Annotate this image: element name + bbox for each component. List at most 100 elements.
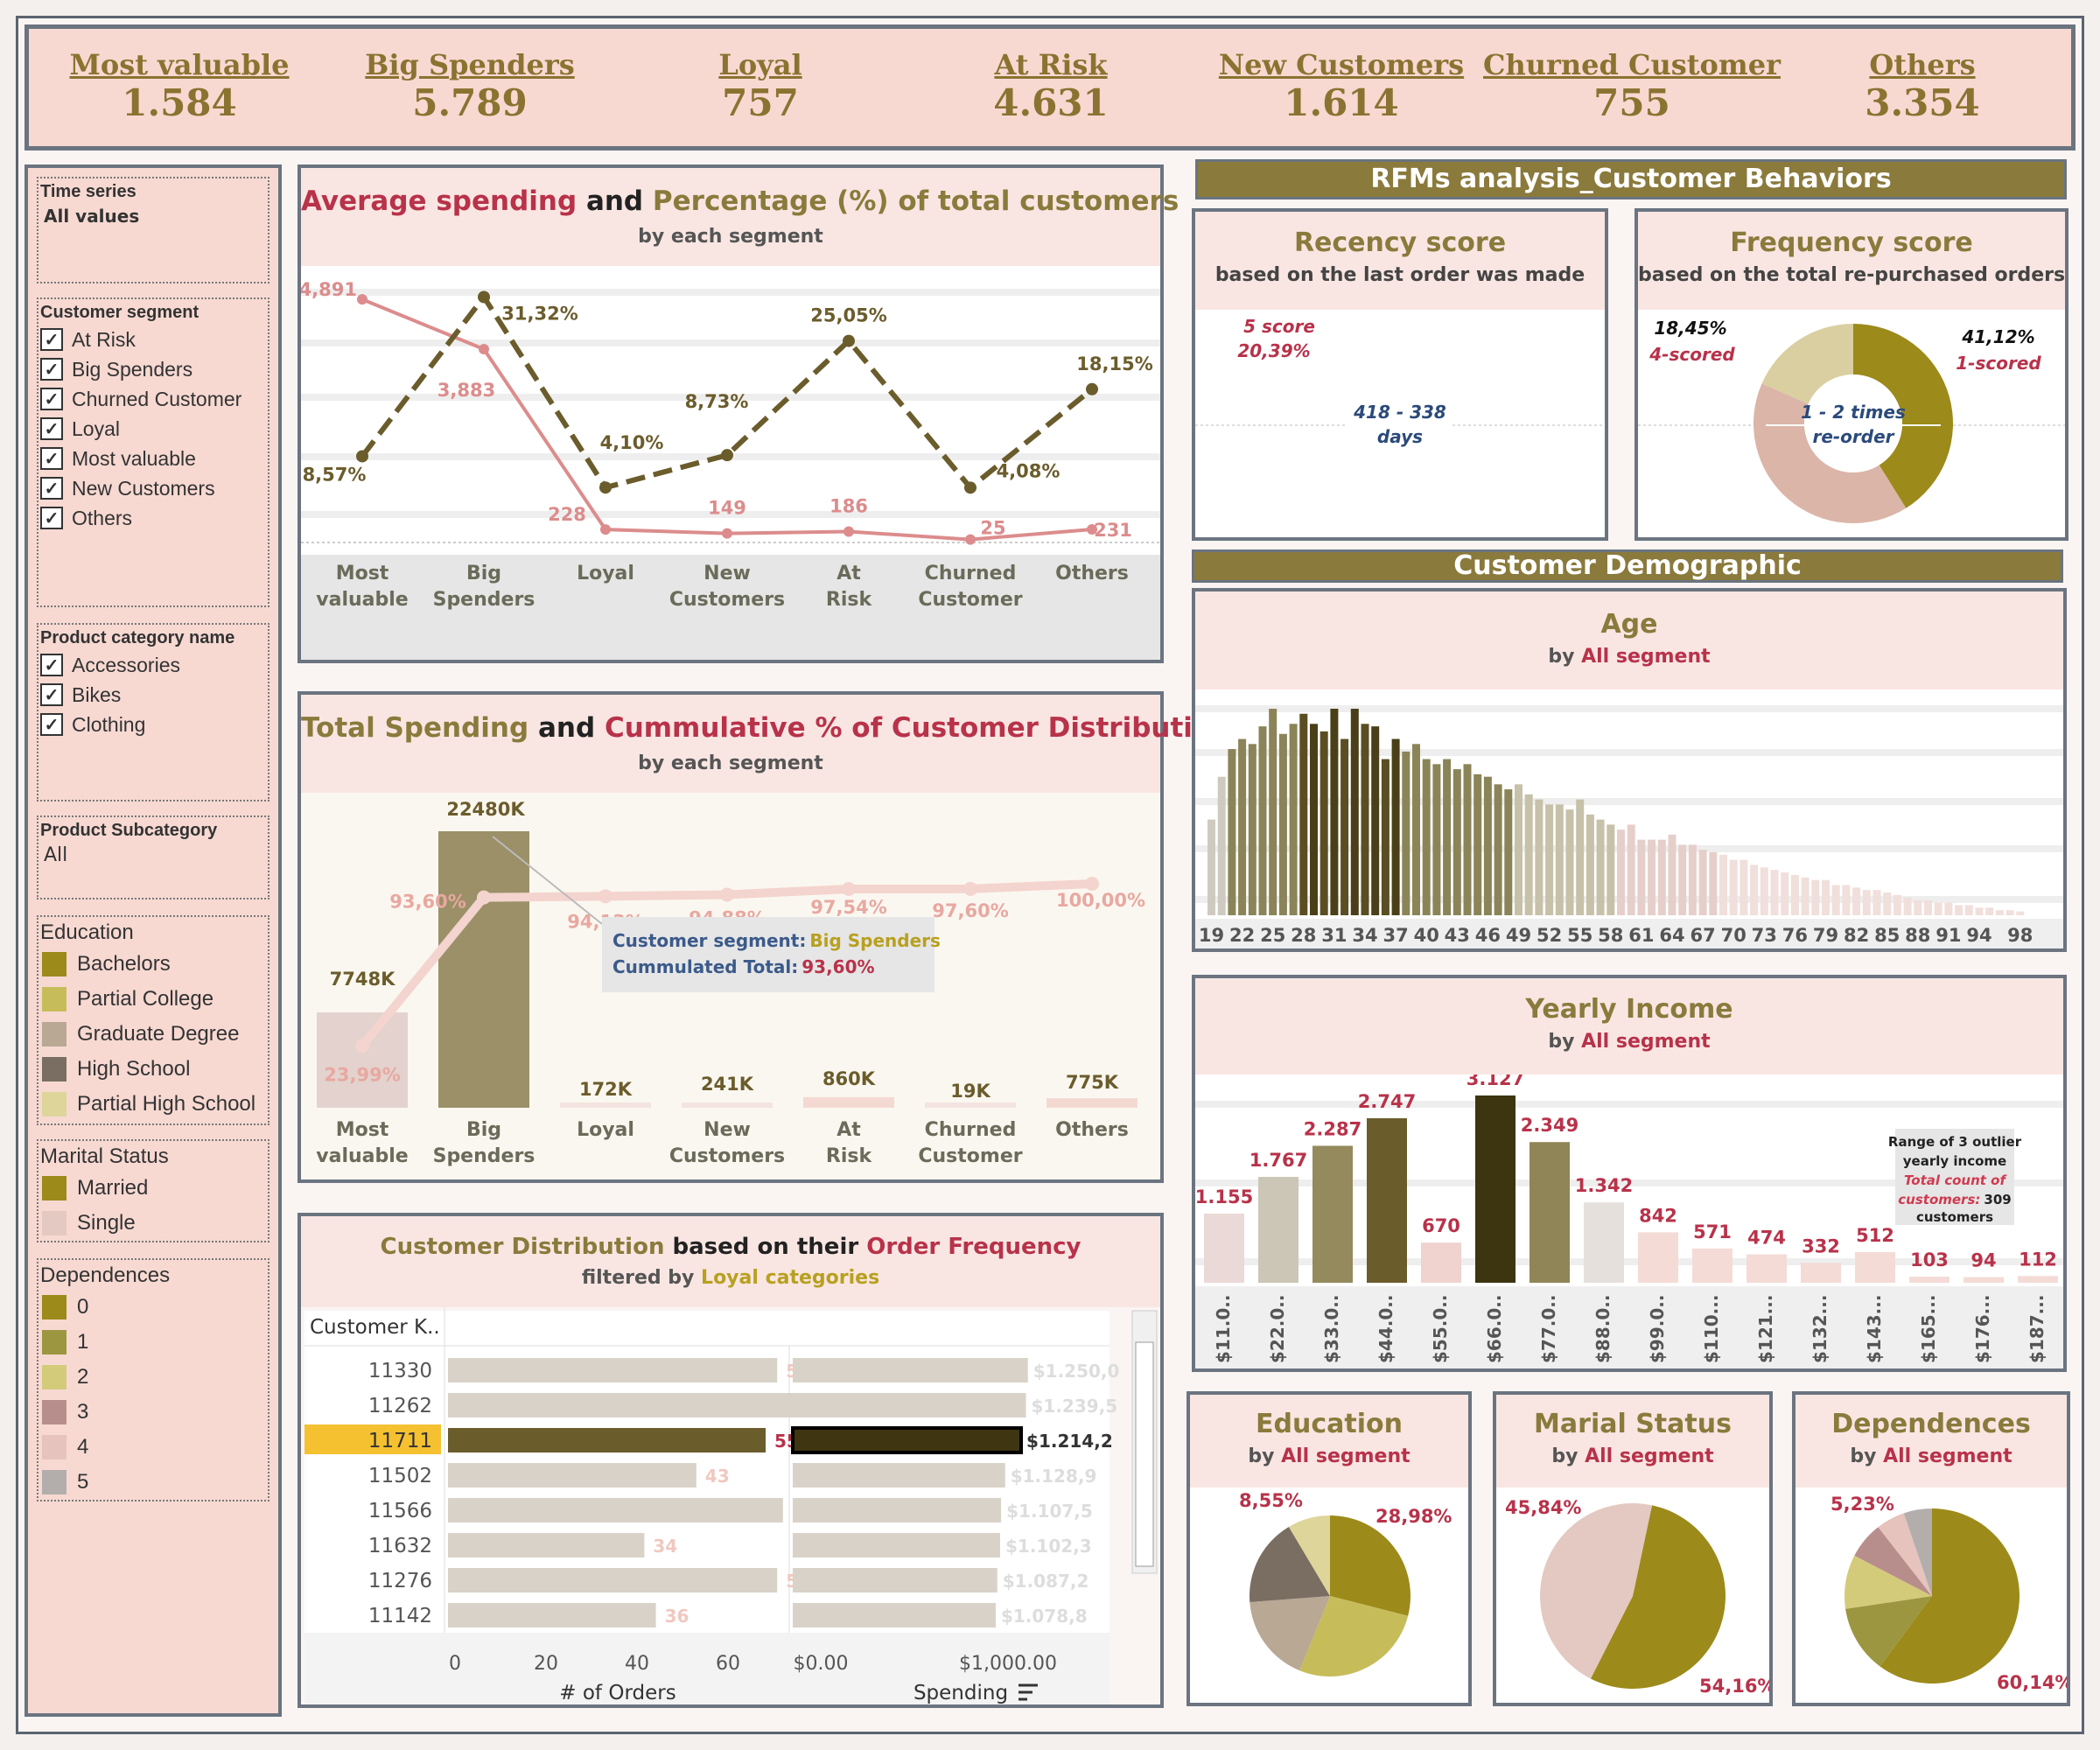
- income-bar: [1909, 1276, 1950, 1283]
- checkbox-item[interactable]: ✓ Most valuable: [38, 444, 268, 473]
- checkbox-item[interactable]: ✓ Others: [38, 503, 268, 533]
- income-tick: $143...: [1864, 1295, 1885, 1363]
- tooltip-value: 93,60%: [802, 956, 874, 977]
- income-tick: $187...: [2026, 1295, 2048, 1363]
- age-tick: 55: [1567, 925, 1592, 946]
- legend-item[interactable]: 4: [38, 1430, 268, 1465]
- age-bar: [1698, 850, 1707, 915]
- avg-spending-chart: 4,891 3,883 228 149 186 25 231 8,57% 31,32% 4,10%…: [301, 279, 1160, 660]
- checkbox-item[interactable]: ✓ Bikes: [38, 680, 268, 710]
- age-bar: [1914, 900, 1922, 915]
- age-bar: [1872, 890, 1881, 915]
- customer-segment-filter: Customer segment ✓ At Risk ✓ Big Spenders ✓ C…: [37, 298, 270, 607]
- orders-tick: 0: [449, 1653, 461, 1675]
- pct-label: 8,57%: [303, 464, 367, 485]
- legend-item[interactable]: 1: [38, 1325, 268, 1360]
- age-bar: [1381, 759, 1390, 915]
- checkbox-item[interactable]: ✓ Accessories: [38, 650, 268, 680]
- age-bar: [1402, 751, 1410, 915]
- legend-item[interactable]: 3: [38, 1395, 268, 1430]
- time-series-filter[interactable]: Time series All values: [37, 177, 270, 284]
- age-bar: [1310, 724, 1318, 915]
- category-label: Customer: [918, 1145, 1022, 1167]
- age-bar: [1831, 885, 1840, 915]
- age-bar: [1586, 814, 1594, 915]
- legend-item[interactable]: 0: [38, 1290, 268, 1325]
- spending-tick: $0.00: [794, 1653, 849, 1675]
- product-subcategory-filter[interactable]: Product Subcategory All: [37, 816, 270, 900]
- legend-item[interactable]: Partial College: [38, 982, 268, 1017]
- income-label: 94: [1970, 1250, 1996, 1271]
- legend-item[interactable]: 2: [38, 1360, 268, 1395]
- age-bar: [1555, 804, 1564, 915]
- age-bar: [1862, 890, 1871, 915]
- checkbox-item[interactable]: ✓ Big Spenders: [38, 354, 268, 384]
- cumulative-label: 97,60%: [932, 900, 1008, 921]
- age-bar: [1893, 894, 1901, 915]
- avg-spending-label: 3,883: [438, 380, 495, 401]
- category-label: At: [836, 1119, 861, 1141]
- age-bar: [1474, 774, 1482, 915]
- income-tick: $77.0..: [1538, 1295, 1559, 1363]
- age-bar: [1617, 830, 1625, 915]
- rfm-section-bar: RFMs analysis_Customer Behaviors: [1195, 159, 2067, 200]
- income-label: 2.349: [1521, 1115, 1578, 1136]
- avg-spending-label: 4,891: [301, 279, 357, 300]
- legend-item[interactable]: Married: [38, 1171, 268, 1206]
- age-bar: [1924, 900, 1932, 915]
- age-bar: [1320, 731, 1328, 915]
- total-spending-bar: [803, 1096, 894, 1108]
- chart-title: Average spending and Percentage (%) of t…: [301, 186, 1179, 217]
- age-bar: [1535, 799, 1544, 915]
- category-label: Others: [1055, 1119, 1129, 1141]
- category-label: Others: [1055, 563, 1129, 584]
- filter-title: Product Subcategory: [40, 821, 218, 840]
- age-bar: [1729, 859, 1738, 915]
- legend-item[interactable]: Partial High School: [38, 1087, 268, 1122]
- order-frequency-chart[interactable]: Customer K..1133057$1.250,01126263$1.239…: [301, 1307, 1160, 1704]
- age-tick: 98: [2007, 925, 2033, 946]
- age-bar: [1648, 839, 1656, 915]
- subtitle-part: All segment: [1581, 646, 1711, 668]
- checkbox-item[interactable]: ✓ At Risk: [38, 325, 268, 354]
- kpi-value: 5.789: [412, 81, 528, 124]
- legend-item[interactable]: High School: [38, 1052, 268, 1087]
- age-histogram: 19 22 25 28 31 34 37 40 43 46 49 52 55 58 61 64 67 70 73 76…: [1195, 705, 2063, 948]
- pie-slice: [1590, 1505, 1726, 1689]
- checkbox-item[interactable]: ✓ Loyal: [38, 414, 268, 444]
- pct-label: 25,05%: [810, 305, 886, 326]
- checkbox-item[interactable]: ✓ New Customers: [38, 473, 268, 503]
- title-part: and: [577, 186, 653, 217]
- chart-subtitle: by All segment: [1195, 646, 2063, 668]
- income-tick: $22.0..: [1267, 1295, 1288, 1363]
- cumulative-label: 100,00%: [1056, 890, 1145, 911]
- legend-item[interactable]: Graduate Degree: [38, 1017, 268, 1052]
- checkbox-item[interactable]: ✓ Churned Customer: [38, 384, 268, 414]
- age-bar: [1657, 839, 1666, 915]
- checkbox-item[interactable]: ✓ Clothing: [38, 710, 268, 739]
- legend-item[interactable]: 5: [38, 1465, 268, 1500]
- checkbox-icon: ✓: [40, 447, 63, 470]
- age-tick: 34: [1352, 925, 1377, 946]
- bar-value-label: 172K: [579, 1079, 633, 1100]
- category-label: Churned: [925, 563, 1017, 584]
- note-text: customers: [1916, 1209, 1993, 1225]
- spending-axis-title: Spending: [914, 1682, 1008, 1704]
- legend-item[interactable]: Single: [38, 1206, 268, 1241]
- yearly-income-chart: 1.155 1.767 2.287 2.747 670 3.127 2.349 1.342 84…: [1195, 1074, 2063, 1368]
- slice-label: 28,98%: [1376, 1506, 1452, 1527]
- spending-label: $1.250,0: [1033, 1361, 1120, 1382]
- legend-label: Married: [77, 1176, 149, 1200]
- legend-label: Bachelors: [77, 952, 171, 976]
- recency-donut: 418 - 338 days 5 score 20,39%: [1195, 316, 1605, 474]
- age-bar: [1248, 744, 1256, 915]
- orders-bar: [448, 1428, 766, 1452]
- age-tick: 76: [1782, 925, 1808, 946]
- orders-tick: 40: [625, 1653, 649, 1675]
- scrollbar-thumb[interactable]: [1135, 1341, 1154, 1567]
- age-bar: [1443, 759, 1452, 915]
- legend-swatch: [42, 1365, 66, 1390]
- legend-item[interactable]: Bachelors: [38, 947, 268, 982]
- checkbox-icon: ✓: [40, 388, 63, 410]
- slice-label: 1-scored: [1956, 353, 2041, 374]
